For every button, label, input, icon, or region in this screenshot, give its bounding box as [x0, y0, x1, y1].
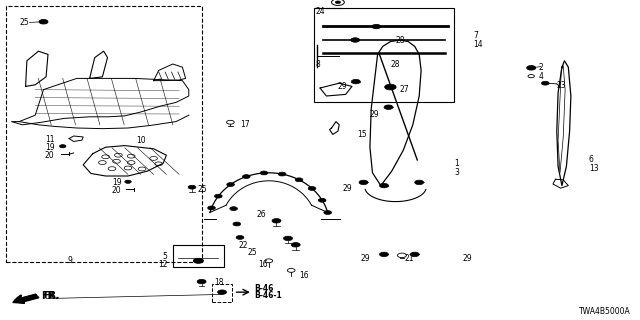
Text: 21: 21: [404, 254, 414, 263]
Circle shape: [380, 252, 388, 257]
Circle shape: [324, 211, 332, 214]
Text: 28: 28: [396, 36, 405, 44]
Circle shape: [188, 185, 196, 189]
Text: 10: 10: [136, 136, 146, 145]
Circle shape: [385, 84, 396, 90]
Circle shape: [233, 222, 241, 226]
Text: 17: 17: [240, 120, 250, 129]
Text: 25: 25: [197, 185, 207, 194]
Circle shape: [260, 171, 268, 175]
Circle shape: [207, 206, 215, 210]
Text: 5: 5: [163, 252, 168, 261]
FancyArrow shape: [13, 294, 39, 303]
Text: 28: 28: [390, 60, 400, 68]
Text: FR.: FR.: [42, 291, 60, 301]
Circle shape: [125, 180, 131, 183]
Text: 29: 29: [462, 254, 472, 263]
Text: 19: 19: [45, 143, 54, 152]
Circle shape: [380, 183, 388, 188]
Circle shape: [227, 183, 234, 187]
Text: 29: 29: [342, 184, 352, 193]
Circle shape: [278, 172, 286, 176]
Circle shape: [214, 194, 222, 198]
Circle shape: [541, 81, 549, 85]
Text: 29: 29: [369, 110, 379, 119]
Text: 29: 29: [360, 254, 370, 263]
Text: 20: 20: [112, 186, 122, 195]
Text: 25: 25: [20, 18, 29, 27]
Circle shape: [230, 207, 237, 211]
Text: 27: 27: [400, 85, 410, 94]
Circle shape: [359, 180, 368, 185]
Bar: [6, 6, 202, 262]
Text: 9: 9: [68, 256, 73, 265]
Circle shape: [197, 279, 206, 284]
Text: 11: 11: [45, 135, 54, 144]
Text: 12: 12: [158, 260, 168, 269]
Text: 2: 2: [539, 63, 543, 72]
Text: 19: 19: [112, 178, 122, 187]
Text: 13: 13: [589, 164, 598, 172]
Text: 6: 6: [589, 155, 594, 164]
Circle shape: [527, 66, 536, 70]
Circle shape: [236, 236, 244, 239]
Text: 14: 14: [474, 40, 483, 49]
Text: 22: 22: [239, 241, 248, 250]
Circle shape: [193, 258, 204, 263]
Circle shape: [308, 187, 316, 190]
Circle shape: [410, 252, 419, 257]
Text: 29: 29: [337, 82, 347, 91]
Text: 23: 23: [557, 81, 566, 90]
Circle shape: [39, 20, 48, 24]
Bar: [173, 245, 224, 267]
Text: 7: 7: [474, 31, 479, 40]
Text: FR.: FR.: [44, 292, 60, 300]
Bar: [212, 284, 232, 302]
Circle shape: [415, 180, 424, 185]
Text: 26: 26: [257, 210, 266, 219]
Circle shape: [372, 24, 381, 29]
Circle shape: [284, 236, 292, 241]
Text: 8: 8: [316, 60, 320, 69]
Circle shape: [335, 1, 340, 4]
Text: TWA4B5000A: TWA4B5000A: [579, 307, 630, 316]
Text: 3: 3: [454, 168, 460, 177]
Text: 4: 4: [539, 72, 544, 81]
Text: 1: 1: [454, 159, 459, 168]
Text: B-46: B-46: [255, 284, 274, 293]
Bar: [314, 8, 454, 102]
Circle shape: [272, 219, 281, 223]
Text: 24: 24: [316, 7, 325, 16]
Circle shape: [318, 198, 326, 202]
Circle shape: [60, 145, 66, 148]
Text: 15: 15: [357, 130, 367, 139]
Circle shape: [243, 175, 250, 179]
Circle shape: [351, 79, 360, 84]
Text: 20: 20: [45, 151, 54, 160]
Text: 16: 16: [300, 271, 309, 280]
Text: 25: 25: [248, 248, 257, 257]
Circle shape: [291, 243, 300, 247]
Text: B-46-1: B-46-1: [255, 292, 282, 300]
Circle shape: [351, 38, 360, 42]
Circle shape: [295, 178, 303, 182]
Circle shape: [384, 105, 393, 109]
Circle shape: [218, 290, 227, 294]
Text: 16: 16: [258, 260, 268, 269]
Text: 18: 18: [214, 278, 223, 287]
